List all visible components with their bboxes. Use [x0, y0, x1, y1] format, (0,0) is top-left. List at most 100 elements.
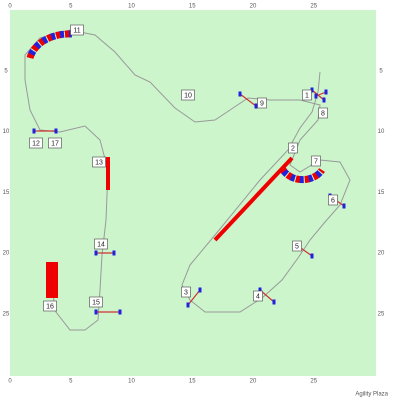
label-box	[257, 97, 267, 109]
obstacle-label: 4	[253, 290, 263, 302]
label-box	[292, 240, 302, 252]
label-box	[318, 107, 328, 119]
obstacle-number: 17	[51, 140, 59, 147]
obstacle-label: 14	[94, 238, 108, 250]
obstacle-number: 11	[73, 27, 80, 34]
obstacle-label: 13	[92, 156, 106, 168]
x-axis-label: 10	[128, 379, 135, 385]
jump-wing	[314, 93, 318, 99]
x-axis-label: 20	[250, 379, 257, 385]
obstacle-label: 8	[318, 107, 328, 119]
y-axis-label: 15	[378, 190, 385, 196]
obstacle-label: 3	[181, 286, 191, 298]
obstacle-label: 7	[311, 155, 321, 167]
obstacle-number: 4	[256, 293, 260, 300]
obstacle-number: 6	[331, 197, 335, 204]
dog-path	[24, 29, 351, 331]
jump-wing	[258, 287, 262, 293]
x-axis-label: 25	[310, 4, 317, 10]
footer: Agility Plaza	[355, 392, 388, 398]
jump-wing	[54, 128, 58, 134]
jump-wing	[238, 91, 242, 97]
label-box	[302, 89, 312, 101]
x-axis-label: 20	[250, 4, 257, 10]
jump-wing	[322, 97, 326, 103]
obstacle-number: 7	[314, 158, 318, 165]
jump-wing	[94, 250, 98, 256]
jump-bar	[239, 93, 257, 107]
obstacle-number: 10	[184, 92, 192, 99]
jump-wing	[112, 250, 116, 256]
label-box	[89, 296, 103, 308]
x-axis-label: 5	[69, 379, 73, 385]
jump-wing	[94, 309, 98, 315]
tunnel	[26, 30, 73, 60]
jump-wing	[118, 309, 122, 315]
jump-bar	[187, 289, 201, 306]
y-axis-label: 25	[378, 311, 385, 317]
dog-walk	[213, 156, 294, 242]
jump-wing	[310, 253, 314, 259]
obstacle-number: 5	[295, 243, 299, 250]
obstacle-number: 8	[321, 110, 325, 117]
obstacle-number: 9	[260, 100, 264, 107]
jump-wing	[186, 302, 190, 308]
label-box	[70, 24, 84, 36]
jump-wing	[324, 89, 328, 95]
label-box	[253, 290, 263, 302]
obstacle-label: 5	[292, 240, 302, 252]
obstacle-label: 10	[181, 89, 195, 101]
obstacle-number: 13	[95, 159, 103, 166]
obstacle-label: 2	[288, 142, 298, 154]
obstacle-label: 6	[328, 194, 338, 206]
obstacle-label: 11	[70, 24, 84, 36]
x-axis-label: 15	[189, 379, 196, 385]
obstacle-number: 1	[305, 92, 309, 99]
label-box	[92, 156, 106, 168]
x-axis-label: 10	[128, 4, 135, 10]
obstacle-label: 9	[257, 97, 267, 109]
y-axis-label: 5	[4, 68, 8, 74]
obstacle-label: 16	[43, 300, 57, 312]
y-axis-label: 10	[378, 129, 385, 135]
x-axis-label: 15	[189, 4, 196, 10]
label-box	[328, 194, 338, 206]
obstacle-number: 16	[46, 303, 54, 310]
y-axis-label: 10	[3, 129, 10, 135]
field	[10, 10, 376, 376]
y-axis-label: 15	[3, 190, 10, 196]
jump-wing	[198, 287, 202, 293]
label-box	[48, 137, 62, 149]
x-axis-label: 0	[8, 379, 12, 385]
table	[46, 262, 58, 298]
y-axis-label: 20	[3, 251, 10, 257]
jump-bar	[315, 91, 327, 97]
obstacle-number: 15	[92, 299, 100, 306]
label-box	[288, 142, 298, 154]
y-axis-label: 5	[379, 68, 383, 74]
obstacle-label: 1	[302, 89, 312, 101]
x-axis-label: 0	[8, 4, 12, 10]
obstacle-number: 2	[291, 145, 295, 152]
label-box	[181, 286, 191, 298]
jump-wing	[254, 103, 258, 109]
jump-wing	[272, 299, 276, 305]
obstacle-number: 3	[184, 289, 188, 296]
label-box	[181, 89, 195, 101]
x-axis-label: 25	[310, 379, 317, 385]
obstacle-number: 14	[97, 241, 105, 248]
jump-wing	[342, 203, 346, 209]
label-box	[311, 155, 321, 167]
obstacle-number: 12	[32, 140, 40, 147]
label-box	[43, 300, 57, 312]
obstacle-label: 12	[29, 137, 43, 149]
tunnel	[278, 166, 325, 184]
obstacle-label: 15	[89, 296, 103, 308]
label-box	[29, 137, 43, 149]
label-box	[94, 238, 108, 250]
y-axis-label: 25	[3, 311, 10, 317]
x-axis-label: 5	[69, 4, 73, 10]
jump-wing	[32, 128, 36, 134]
jump-wing	[310, 87, 314, 93]
